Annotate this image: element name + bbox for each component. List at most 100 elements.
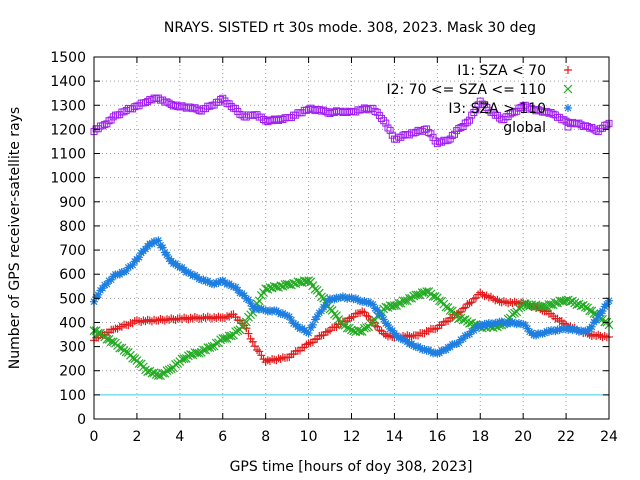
data-point-square <box>206 102 214 110</box>
data-point-square <box>556 113 564 121</box>
data-point <box>283 311 292 320</box>
data-point <box>504 318 513 327</box>
data-point <box>341 293 350 302</box>
data-point <box>499 318 508 327</box>
data-point <box>270 355 279 364</box>
data-point-square <box>384 124 392 132</box>
data-point <box>244 329 253 338</box>
data-point <box>514 303 524 313</box>
data-point <box>135 253 144 262</box>
x-tick-label: 24 <box>600 429 618 445</box>
series-1 <box>89 276 614 380</box>
data-point-square <box>603 121 611 129</box>
data-point <box>102 280 111 289</box>
legend: I1: SZA < 70 I2: 70 <= SZA <= 110 I3: SZA … <box>386 63 573 136</box>
legend-marker-0 <box>564 66 572 74</box>
data-point <box>255 347 264 356</box>
x-axis-label: GPS time [hours of doy 308, 2023] <box>230 459 473 475</box>
data-point <box>370 315 380 325</box>
data-point-square <box>199 105 207 113</box>
data-point <box>411 343 420 352</box>
data-point <box>289 319 298 328</box>
data-point <box>547 326 556 335</box>
data-point <box>244 295 253 304</box>
data-point <box>550 298 560 308</box>
data-point <box>128 353 138 363</box>
data-point <box>568 326 577 335</box>
data-point <box>394 298 404 308</box>
y-tick-label: 400 <box>59 315 86 331</box>
data-point-square <box>446 135 454 143</box>
data-point-square <box>255 113 263 121</box>
data-point <box>317 307 326 316</box>
data-point <box>253 345 262 354</box>
x-tick-label: 16 <box>428 429 446 445</box>
data-point <box>557 324 566 333</box>
data-point <box>304 329 313 338</box>
data-point <box>128 261 137 270</box>
x-tick-label: 12 <box>343 429 361 445</box>
data-point <box>542 327 551 336</box>
data-point <box>194 348 204 358</box>
y-tick-label: 900 <box>59 195 86 211</box>
data-point <box>124 321 133 330</box>
data-point-square <box>429 133 437 141</box>
data-point <box>124 263 133 272</box>
data-point <box>285 312 294 321</box>
data-point-square <box>448 131 456 139</box>
data-point <box>385 301 395 310</box>
data-point <box>431 348 440 357</box>
data-point <box>411 290 421 300</box>
data-point-square <box>371 108 379 116</box>
data-point <box>592 316 601 325</box>
data-point-square <box>485 106 493 114</box>
data-point <box>268 307 277 316</box>
data-point <box>105 276 114 285</box>
data-point-square <box>217 95 225 103</box>
data-point <box>343 294 352 303</box>
data-point <box>276 310 285 319</box>
y-tick-label: 1100 <box>50 147 86 163</box>
data-point-square <box>298 109 306 117</box>
data-point <box>162 366 172 376</box>
data-point <box>510 319 519 328</box>
data-point <box>205 278 214 287</box>
data-point <box>263 307 272 316</box>
data-point-square <box>154 94 162 102</box>
data-point <box>587 322 596 331</box>
data-point <box>107 275 116 284</box>
data-point <box>429 349 438 358</box>
data-point <box>150 315 159 324</box>
data-point <box>122 267 131 276</box>
data-point <box>388 326 397 335</box>
data-point-square <box>292 111 300 119</box>
data-point <box>313 312 322 321</box>
data-point <box>308 320 317 329</box>
data-point-square <box>386 126 394 134</box>
data-point-square <box>382 119 390 127</box>
data-point <box>484 318 493 327</box>
data-point <box>120 268 129 277</box>
data-point <box>579 327 588 336</box>
y-tick-label: 800 <box>59 219 86 235</box>
data-point <box>564 325 573 334</box>
data-point <box>250 342 259 351</box>
data-point <box>195 275 204 284</box>
data-point-square <box>547 109 555 117</box>
data-point <box>486 319 495 328</box>
data-point <box>366 299 375 308</box>
data-point <box>497 317 506 326</box>
data-point-square <box>227 102 235 110</box>
data-point <box>519 320 528 329</box>
data-point-square <box>508 109 516 117</box>
y-tick-label: 1200 <box>50 122 86 138</box>
data-point <box>510 297 519 306</box>
data-point-square <box>197 107 205 115</box>
x-tick-label: 20 <box>514 429 532 445</box>
data-point <box>463 331 472 340</box>
data-point <box>227 281 236 290</box>
data-point-square <box>558 116 566 124</box>
data-point <box>321 301 330 310</box>
data-point <box>389 301 399 310</box>
